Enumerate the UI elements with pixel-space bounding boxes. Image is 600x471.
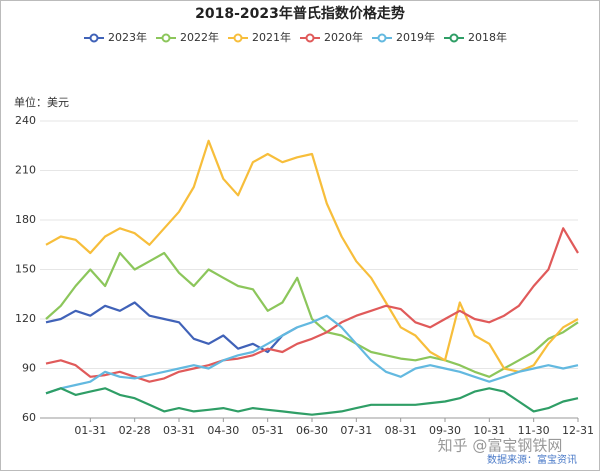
x-tick-label: 09-30 xyxy=(429,424,461,437)
series-line xyxy=(45,387,579,416)
x-tick-label: 06-30 xyxy=(296,424,328,437)
y-tick-label: 90 xyxy=(22,362,36,375)
legend-marker xyxy=(233,33,243,43)
legend-label: 2019年 xyxy=(396,30,435,44)
legend-label: 2020年 xyxy=(324,30,363,44)
x-tick-label: 02-28 xyxy=(119,424,151,437)
y-tick-label: 150 xyxy=(15,263,36,276)
x-tick-label: 11-30 xyxy=(518,424,550,437)
chart-title: 2018-2023年普氏指数价格走势 xyxy=(195,5,405,22)
legend-label: 2022年 xyxy=(180,30,219,44)
x-tick-label: 10-31 xyxy=(473,424,505,437)
legend-marker xyxy=(377,33,387,43)
series-line xyxy=(45,314,579,395)
series-line xyxy=(45,139,579,373)
legend-marker xyxy=(89,33,99,43)
x-tick-label: 12-31 xyxy=(562,424,594,437)
y-tick-label: 120 xyxy=(15,312,36,325)
legend-label: 2021年 xyxy=(252,30,291,44)
series-line xyxy=(45,227,579,383)
legend-label: 2018年 xyxy=(468,30,507,44)
x-tick-label: 08-31 xyxy=(385,424,417,437)
y-tick-label: 210 xyxy=(15,164,36,177)
x-tick-label: 01-31 xyxy=(74,424,106,437)
x-tick-label: 03-31 xyxy=(163,424,195,437)
x-tick-label: 05-31 xyxy=(252,424,284,437)
y-tick-label: 60 xyxy=(22,411,36,424)
series-line xyxy=(45,301,298,354)
source: 数据来源：富宝资讯 xyxy=(487,453,577,466)
legend-label: 2023年 xyxy=(108,30,147,44)
y-axis-label: 单位：美元 xyxy=(14,95,69,109)
y-tick-label: 240 xyxy=(15,114,36,127)
x-tick-label: 04-30 xyxy=(207,424,239,437)
legend-marker xyxy=(161,33,171,43)
watermark: 知乎 @富宝钢铁网 xyxy=(438,437,563,455)
y-tick-label: 180 xyxy=(15,213,36,226)
series-line xyxy=(45,251,579,378)
legend-marker xyxy=(305,33,315,43)
legend-marker xyxy=(449,33,459,43)
x-tick-label: 07-31 xyxy=(340,424,372,437)
